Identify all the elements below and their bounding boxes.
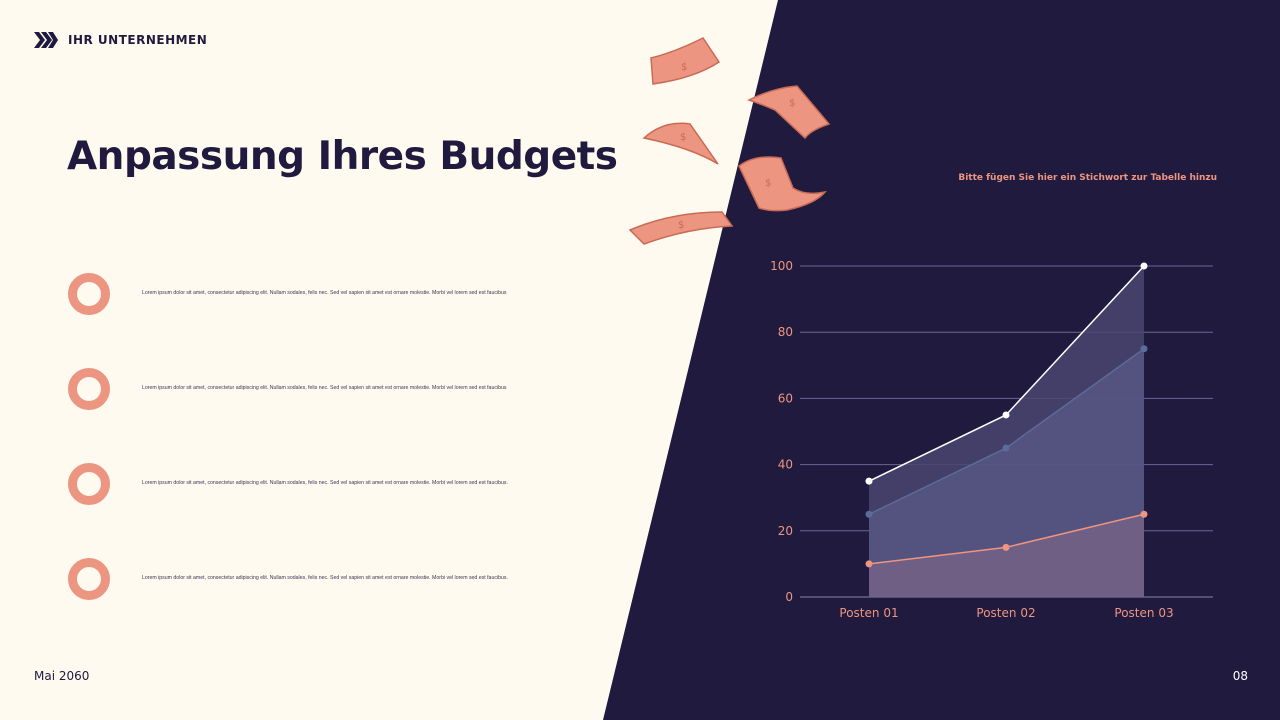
data-point xyxy=(865,477,873,485)
money-bill-icon: $ xyxy=(642,122,719,165)
list-item-text: Lorem ipsum dolor sit amet, consectetur … xyxy=(142,575,508,581)
list-item: Lorem ipsum dolor sit amet, consectetur … xyxy=(68,273,548,317)
list-item: Lorem ipsum dolor sit amet, consectetur … xyxy=(68,368,548,412)
ring-icon xyxy=(68,273,110,315)
ring-icon xyxy=(68,463,110,505)
company-name: IHR UNTERNEHMEN xyxy=(68,33,208,47)
data-point xyxy=(1002,543,1010,551)
x-tick-label: Posten 02 xyxy=(976,606,1035,620)
data-point xyxy=(1140,262,1148,270)
list-item-text: Lorem ipsum dolor sit amet, consectetur … xyxy=(142,480,508,486)
page-title: Anpassung Ihres Budgets xyxy=(67,134,618,179)
y-tick-label: 20 xyxy=(778,524,793,538)
list-item: Lorem ipsum dolor sit amet, consectetur … xyxy=(68,463,548,507)
x-tick-label: Posten 01 xyxy=(839,606,898,620)
data-point xyxy=(1140,345,1148,353)
y-tick-label: 80 xyxy=(778,325,793,339)
money-bill-icon: $ xyxy=(747,85,831,140)
list-item: Lorem ipsum dolor sit amet, consectetur … xyxy=(68,558,548,602)
ring-icon xyxy=(68,368,110,410)
x-tick-label: Posten 03 xyxy=(1114,606,1173,620)
series-area xyxy=(869,514,1144,597)
svg-text:$: $ xyxy=(678,220,684,231)
data-point xyxy=(1002,444,1010,452)
data-point xyxy=(865,560,873,568)
money-bill-icon: $ xyxy=(738,156,827,212)
chart-title: Bitte fügen Sie hier ein Stichwort zur T… xyxy=(958,173,1217,183)
footer-date: Mai 2060 xyxy=(34,669,90,683)
money-bill-icon: $ xyxy=(650,37,721,85)
brand: IHR UNTERNEHMEN xyxy=(34,30,207,50)
y-tick-label: 100 xyxy=(770,259,793,273)
svg-text:$: $ xyxy=(680,132,686,143)
y-tick-label: 0 xyxy=(785,590,793,604)
svg-text:$: $ xyxy=(765,178,771,189)
data-point xyxy=(1002,411,1010,419)
money-bill-icon: $ xyxy=(628,211,734,245)
list-item-text: Lorem ipsum dolor sit amet, consectetur … xyxy=(142,290,507,296)
y-tick-label: 60 xyxy=(778,391,793,405)
page-number: 08 xyxy=(1232,669,1248,683)
list-item-text: Lorem ipsum dolor sit amet, consectetur … xyxy=(142,385,507,391)
chevrons-right-icon xyxy=(34,32,58,48)
svg-text:$: $ xyxy=(681,62,687,73)
data-point xyxy=(865,510,873,518)
ring-icon xyxy=(68,558,110,600)
area-chart: 0 20 40 60 80 100 Posten 01 Posten 02 Posten 03 xyxy=(770,259,1213,620)
y-tick-label: 40 xyxy=(778,458,793,472)
svg-text:$: $ xyxy=(789,98,795,109)
data-point xyxy=(1140,510,1148,518)
